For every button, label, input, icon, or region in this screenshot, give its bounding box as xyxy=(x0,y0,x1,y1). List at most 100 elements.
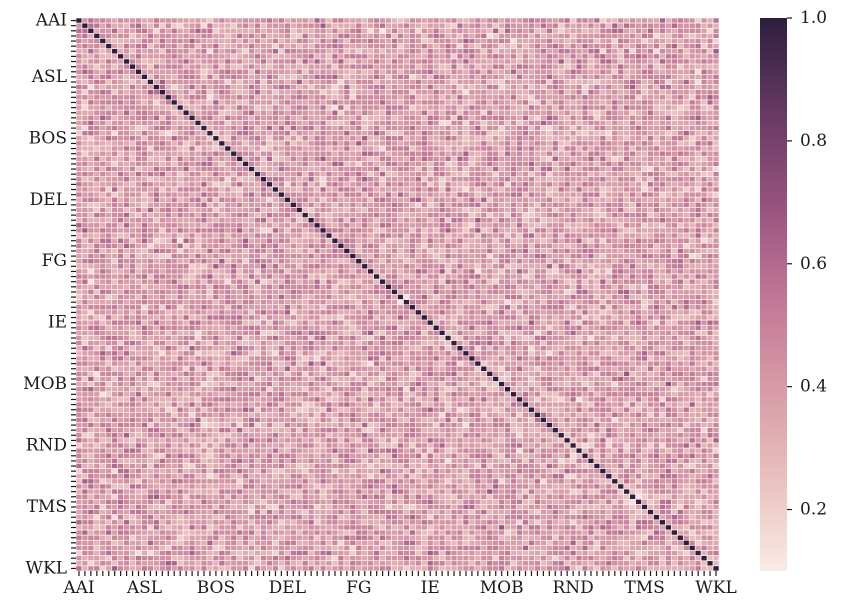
heatmap-cell xyxy=(93,217,101,224)
heatmap-cell xyxy=(87,33,95,39)
heatmap-cell xyxy=(123,135,130,142)
heatmap-cell xyxy=(141,74,148,80)
heatmap-cell xyxy=(456,38,464,44)
heatmap-cell xyxy=(534,217,541,224)
heatmap-cell xyxy=(409,145,416,152)
heatmap-cell xyxy=(313,176,321,183)
heatmap-cell xyxy=(480,212,488,218)
heatmap-cell xyxy=(462,171,470,178)
heatmap-cell xyxy=(635,125,642,131)
heatmap-cell xyxy=(474,99,482,106)
heatmap-cell xyxy=(212,181,220,188)
heatmap-cell xyxy=(456,130,464,137)
heatmap-cell xyxy=(153,191,160,198)
heatmap-cell xyxy=(248,232,255,239)
heatmap-cell xyxy=(569,17,577,24)
heatmap-cell xyxy=(111,150,118,157)
heatmap-cell xyxy=(355,227,363,234)
heatmap-cell xyxy=(611,68,619,75)
heatmap-cell xyxy=(301,125,309,131)
heatmap-cell xyxy=(623,237,630,244)
heatmap-cell xyxy=(599,212,607,218)
heatmap-cell xyxy=(182,166,190,172)
heatmap-cell xyxy=(712,89,720,96)
heatmap-cell xyxy=(278,145,285,152)
heatmap-cell xyxy=(385,242,392,249)
heatmap-cell xyxy=(236,212,244,218)
heatmap-cell xyxy=(123,171,130,178)
heatmap-cell xyxy=(587,22,595,29)
heatmap-cell xyxy=(266,104,273,111)
heatmap-cell xyxy=(379,63,386,70)
heatmap-cell xyxy=(403,99,410,106)
heatmap-cell xyxy=(81,186,89,193)
heatmap-cell xyxy=(546,68,553,75)
heatmap-cell xyxy=(557,22,565,29)
heatmap-cell xyxy=(188,217,196,224)
heatmap-cell xyxy=(284,74,291,80)
heatmap-cell xyxy=(700,99,708,106)
heatmap-cell xyxy=(367,48,374,55)
heatmap-cell xyxy=(671,222,678,229)
heatmap-cell xyxy=(647,242,654,249)
heatmap-cell xyxy=(93,176,101,183)
heatmap-cell xyxy=(75,94,83,101)
heatmap-cell xyxy=(409,212,416,218)
heatmap-cell xyxy=(182,130,190,137)
heatmap-cell xyxy=(242,242,249,249)
heatmap-cell xyxy=(706,227,714,234)
heatmap-cell xyxy=(504,186,511,193)
heatmap-cell xyxy=(290,53,297,60)
heatmap-cell xyxy=(432,222,440,229)
heatmap-cell xyxy=(337,48,345,55)
heatmap-cell xyxy=(522,140,529,147)
heatmap-cell xyxy=(611,53,619,60)
heatmap-cell xyxy=(170,155,178,162)
heatmap-cell xyxy=(343,53,351,60)
heatmap-cell xyxy=(391,38,398,44)
heatmap-cell xyxy=(700,196,708,203)
heatmap-cell xyxy=(272,53,279,60)
heatmap-cell xyxy=(647,68,654,75)
heatmap-cell xyxy=(653,150,660,157)
heatmap-cell xyxy=(367,145,374,152)
heatmap-cell xyxy=(581,186,589,193)
heatmap-cell xyxy=(617,248,625,254)
heatmap-cell xyxy=(260,27,267,34)
heatmap-cell xyxy=(432,84,440,90)
heatmap-cell xyxy=(242,222,249,229)
heatmap-cell xyxy=(403,140,410,147)
heatmap-cell xyxy=(432,237,440,244)
heatmap-cell xyxy=(248,94,255,101)
heatmap-cell xyxy=(355,58,363,65)
heatmap-cell xyxy=(456,53,464,60)
heatmap-cell xyxy=(534,227,541,234)
heatmap-cell xyxy=(462,196,470,203)
heatmap-cell xyxy=(224,186,232,193)
heatmap-cell xyxy=(432,161,440,167)
heatmap-cell xyxy=(367,130,374,137)
heatmap-cell xyxy=(141,166,148,172)
heatmap-cell xyxy=(575,248,583,254)
heatmap-cell xyxy=(248,222,255,229)
heatmap-cell xyxy=(415,114,422,121)
heatmap-cell xyxy=(712,27,720,34)
heatmap-cell xyxy=(272,38,279,44)
heatmap-cell xyxy=(700,166,708,172)
heatmap-cell xyxy=(242,63,249,70)
heatmap-cell xyxy=(248,248,255,254)
heatmap-cell xyxy=(87,135,95,142)
heatmap-cell xyxy=(141,242,148,249)
heatmap-cell xyxy=(218,222,226,229)
heatmap-cell xyxy=(260,217,267,224)
heatmap-cell xyxy=(188,181,196,188)
heatmap-cell xyxy=(492,155,500,162)
heatmap-cell xyxy=(212,74,220,80)
heatmap-cell xyxy=(284,140,291,147)
heatmap-cell xyxy=(176,186,184,193)
heatmap-cell xyxy=(456,99,464,106)
heatmap-cell xyxy=(159,84,166,90)
heatmap-cell xyxy=(301,74,309,80)
heatmap-cell xyxy=(516,135,523,142)
heatmap-cell xyxy=(349,176,357,183)
